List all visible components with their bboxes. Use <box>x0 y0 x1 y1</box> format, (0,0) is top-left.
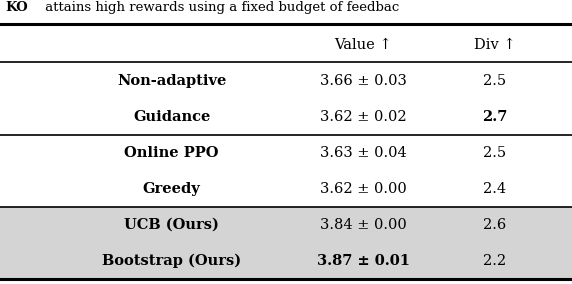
Text: 2.6: 2.6 <box>483 218 506 232</box>
Bar <box>0 207 572 279</box>
Text: 2.4: 2.4 <box>483 182 506 196</box>
Text: Online PPO: Online PPO <box>124 146 219 160</box>
Text: 2.5: 2.5 <box>483 146 506 160</box>
Text: 2.7: 2.7 <box>482 110 507 124</box>
Text: 3.62 ± 0.00: 3.62 ± 0.00 <box>320 182 407 196</box>
Text: Guidance: Guidance <box>133 110 210 124</box>
Text: Greedy: Greedy <box>143 182 200 196</box>
Text: Bootstrap (Ours): Bootstrap (Ours) <box>102 254 241 268</box>
Text: 3.63 ± 0.04: 3.63 ± 0.04 <box>320 146 407 160</box>
Text: 2.2: 2.2 <box>483 254 506 268</box>
Text: 3.66 ± 0.03: 3.66 ± 0.03 <box>320 74 407 87</box>
Text: 3.62 ± 0.02: 3.62 ± 0.02 <box>320 110 407 124</box>
Text: UCB (Ours): UCB (Ours) <box>124 218 219 232</box>
Text: Value ↑: Value ↑ <box>335 38 392 53</box>
Text: Non-adaptive: Non-adaptive <box>117 74 227 87</box>
Text: 2.5: 2.5 <box>483 74 506 87</box>
Text: Div ↑: Div ↑ <box>474 38 515 53</box>
Text: 3.87 ± 0.01: 3.87 ± 0.01 <box>317 254 410 268</box>
Text: KO: KO <box>6 1 29 14</box>
Text: 3.84 ± 0.00: 3.84 ± 0.00 <box>320 218 407 232</box>
Text: attains high rewards using a fixed budget of feedbac: attains high rewards using a fixed budge… <box>41 1 399 14</box>
